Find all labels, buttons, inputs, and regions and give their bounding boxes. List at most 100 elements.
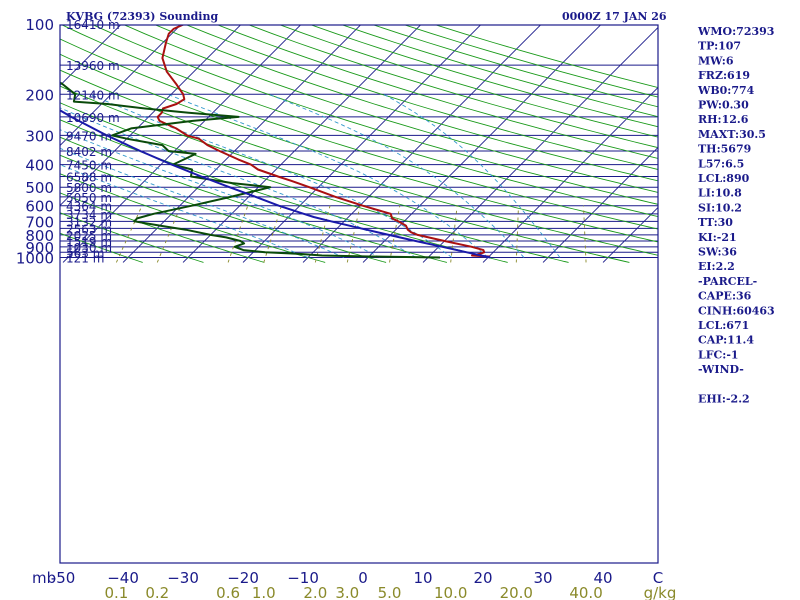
dry-adiabat [279,25,658,138]
height-label: 12140 m [66,88,120,102]
sounding-index: TH:5679 [698,143,751,156]
moist-adiabat [60,147,345,258]
isotherm-line [602,206,658,263]
moist-adiabat [167,93,489,258]
pressure-tick-label: 700 [25,213,54,231]
height-label: 2025 m [66,229,112,243]
parcel-trace [60,109,491,259]
dry-adiabat [216,25,658,159]
temperature-tick-label: 40 [594,569,613,587]
sounding-index: SI:10.2 [698,201,742,214]
dry-adiabat [60,53,658,243]
dry-adiabat [123,25,658,193]
sounding-index: MAXT:30.5 [698,128,766,141]
sounding-index: LFC:-1 [698,348,739,361]
sounding-index: WMO:72393 [697,25,774,38]
mixing-ratio-label: 10.0 [434,584,467,600]
dry-adiabat [60,85,630,263]
temperature-tick-label: −30 [167,569,199,587]
isotherm-line [422,26,658,263]
mixing-ratio-line [227,205,249,263]
pressure-tick-label: 900 [25,239,54,257]
height-label: 13960 m [66,59,120,73]
temperature-tick-label: −10 [287,569,319,587]
moist-adiabat [60,129,381,258]
mixing-ratio-label: 5.0 [378,584,402,600]
dry-adiabat [60,192,265,263]
height-label: 10690 m [66,111,120,125]
sounding-index: FRZ:619 [698,69,750,82]
pressure-tick-label: 800 [25,227,54,245]
height-label: 7450 m [66,159,112,173]
sounding-index: RH:12.6 [698,113,749,126]
pressure-tick-label: 300 [25,127,54,145]
sounding-index: PW:0.30 [698,99,749,112]
mixing-ratio-line [314,205,331,263]
dry-adiabat [60,154,387,263]
sounding-index: -PARCEL- [698,275,757,288]
moist-adiabat [383,93,561,258]
plot-frame [59,24,659,564]
sounding-index: KI:-21 [698,231,737,244]
sounding-index: SW:36 [698,246,737,259]
sounding-index: EHI:-2.2 [698,393,750,406]
pressure-tick-label: 200 [25,86,54,104]
height-label: 4364 m [66,200,112,214]
temperature-trace [156,25,490,259]
sounding-index: MW:6 [698,54,734,67]
dry-adiabat [60,212,204,263]
temperature-tick-label: −20 [227,569,259,587]
mixing-ratio-label: 20.0 [500,584,533,600]
isotherm-line [362,25,602,263]
sounding-index: WB0:774 [697,84,755,97]
isotherm-line [242,25,482,263]
mixing-ratio-line [515,205,519,263]
height-label: 9470 m [66,129,112,143]
sounding-index: CAPE:36 [698,290,752,303]
dry-adiabat [60,38,658,230]
dry-adiabat [247,25,658,149]
pressure-tick-label: 100 [25,16,54,34]
sounding-index: -WIND- [698,363,744,376]
dry-adiabat [60,69,658,256]
height-label: 6588 m [66,171,112,185]
dry-adiabat [60,173,326,263]
dry-adiabat [60,102,569,263]
height-label: 2563 m [66,222,112,236]
height-label: 8402 m [66,145,112,159]
mixing-ratio-label: 2.0 [303,584,327,600]
dry-adiabat [61,25,658,218]
mixing-ratio-line [450,205,458,263]
valid-time: 0000Z 17 JAN 26 [562,10,667,23]
mixing-ratio-label: 0.2 [145,584,169,600]
height-label: 3132 m [66,215,112,229]
temperature-tick-label: 20 [474,569,493,587]
height-label: 5050 m [66,191,112,205]
moist-adiabat [60,107,417,258]
dry-adiabat [310,25,658,128]
temperature-tick-label: 30 [534,569,553,587]
pressure-unit-label: mb [32,569,56,587]
dry-adiabat [60,119,508,263]
mixing-ratio-line [156,205,182,263]
temperature-tick-label: 0 [358,569,368,587]
mixing-ratio-line [115,205,143,263]
height-label: 121 m [66,252,104,266]
dry-adiabat [185,25,658,170]
temperature-tick-label: 10 [414,569,433,587]
sounding-index: LI:10.8 [698,187,742,200]
moist-adiabat [60,164,309,258]
height-label: 5800 m [66,181,112,195]
temperature-tick-label: −40 [107,569,139,587]
pressure-tick-label: 600 [25,198,54,216]
mixing-ratio-line [583,205,587,263]
isotherm-line [182,25,422,263]
pressure-tick-label: 1000 [16,250,54,268]
isotherm-line [60,25,182,147]
isotherm-line [0,24,2,262]
mixing-ratio-unit-label: g/kg [644,584,677,600]
dry-adiabat [154,25,658,182]
isotherm-line [122,25,362,263]
dry-adiabat [60,232,143,263]
temperature-tick-label: -50 [51,569,76,587]
